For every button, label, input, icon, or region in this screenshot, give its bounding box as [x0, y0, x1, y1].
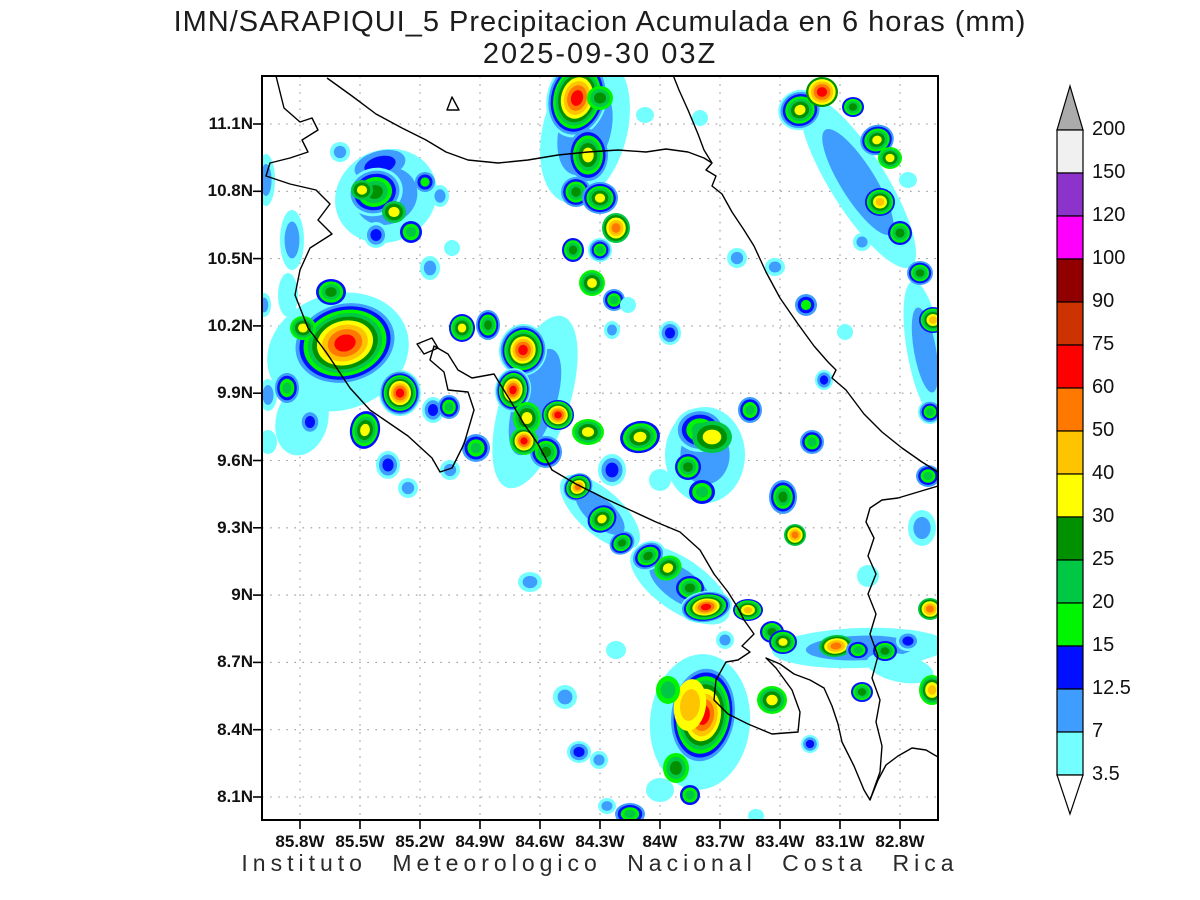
lat-tick-label: 9N — [231, 585, 253, 605]
colorbar-tick-label: 12.5 — [1092, 677, 1131, 699]
colorbar-tick-label: 75 — [1092, 333, 1115, 355]
lon-tick-label: 85.8W — [275, 832, 325, 851]
colorbar-tick-label: 50 — [1092, 419, 1115, 441]
colorbar-tick-label: 7 — [1092, 720, 1104, 742]
lon-tick-label: 84.3W — [575, 832, 625, 851]
coastline-borders — [265, 76, 938, 801]
figure-footer: Instituto Meteorologico Nacional Costa R… — [241, 850, 959, 876]
figure-title: IMN/SARAPIQUI_5 Precipitacion Acumulada … — [173, 6, 1027, 38]
lat-tick-label: 10.8N — [207, 181, 253, 201]
colorbar-tick-label: 200 — [1092, 118, 1126, 140]
lat-tick-label: 8.4N — [217, 719, 253, 739]
lon-tick-label: 83.7W — [695, 832, 745, 851]
precipitation-cells — [262, 76, 938, 820]
colorbar-arrow-top — [1056, 83, 1084, 131]
figure-subtitle: 2025-09-30 03Z — [482, 38, 718, 70]
lon-tick-label: 83.1W — [815, 832, 865, 851]
colorbar-tick-label: 60 — [1092, 376, 1115, 398]
lon-tick-label: 84.9W — [455, 832, 505, 851]
colorbar-tick-label: 100 — [1092, 247, 1126, 269]
lat-tick-label: 8.1N — [217, 787, 253, 806]
colorbar-tick-label: 120 — [1092, 204, 1126, 226]
lon-tick-label: 85.2W — [395, 832, 445, 851]
lon-tick-label: 84.6W — [515, 832, 565, 851]
lat-tick-label: 10.2N — [207, 315, 253, 335]
lat-tick-label: 9.6N — [217, 450, 253, 470]
lon-tick-label: 84W — [642, 832, 678, 851]
lon-tick-label: 83.4W — [755, 832, 805, 851]
colorbar-tick-label: 90 — [1092, 290, 1115, 312]
lat-tick-label: 9.9N — [217, 383, 253, 403]
colorbar-tick-label: 25 — [1092, 548, 1115, 570]
lon-tick-label: 82.8W — [875, 832, 925, 851]
axis-ticks — [253, 123, 901, 829]
colorbar-tick-label: 20 — [1092, 591, 1115, 613]
colorbar-tick-label: 30 — [1092, 505, 1115, 527]
lat-tick-label: 9.3N — [217, 517, 253, 537]
colorbar-tick-label: 150 — [1092, 161, 1126, 183]
colorbar-arrow-bottom — [1056, 774, 1084, 816]
lat-tick-label: 8.7N — [217, 652, 253, 672]
colorbar — [1056, 83, 1084, 816]
colorbar-tick-label: 15 — [1092, 634, 1115, 656]
colorbar-tick-label: 40 — [1092, 462, 1115, 484]
lat-tick-label: 11.1N — [208, 114, 253, 133]
colorbar-tick-label: 3.5 — [1092, 763, 1120, 785]
lat-tick-label: 10.5N — [207, 248, 253, 268]
lon-tick-label: 85.5W — [335, 832, 385, 851]
